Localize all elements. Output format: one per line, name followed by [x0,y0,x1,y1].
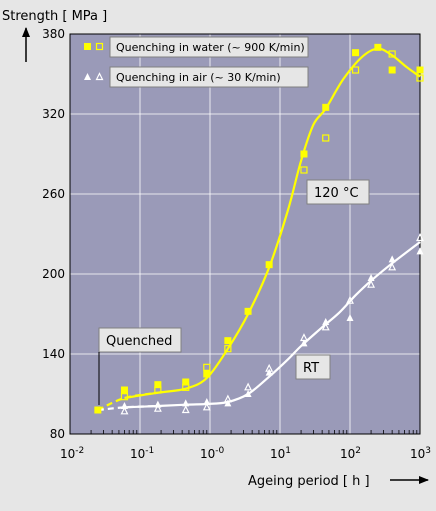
water-filled-marker [322,103,330,111]
curve-water [124,47,421,400]
air-open-marker [388,262,397,271]
air-filled-marker [388,255,396,263]
plot-background [70,34,420,434]
legend-air-open-triangle [95,72,104,81]
water-open-marker [203,363,211,371]
air-filled-marker [244,390,252,397]
legend-entry-water: Quenching in water (~ 900 K/min) [84,36,309,58]
air-open-marker [346,295,354,304]
water-filled-marker [388,66,396,74]
series-markers [94,43,424,415]
y-tick-label: 80 [50,427,65,441]
air-filled-marker [367,274,375,281]
annotation-quenched: Quenched [98,327,182,405]
x-tick-label: 10-2 [60,446,84,461]
legend-water-box [109,36,309,58]
air-open-marker [367,279,376,288]
air-filled-marker [300,339,308,347]
x-axis-label: Ageing period [ h ] [248,474,370,489]
air-open-marker [299,333,308,342]
legend-air-box [109,66,309,88]
water-open-marker [322,134,330,142]
water-filled-marker [154,381,162,389]
air-open-marker [153,403,162,412]
quenched-marker [94,406,102,414]
curve-air [124,241,421,409]
water-open-marker [300,166,308,174]
series-curves [97,47,421,412]
y-tick-label: 200 [42,267,65,281]
annotation-120c: 120 °C [306,179,370,205]
water-filled-marker [120,386,128,394]
x-tick-label: 10-0 [200,446,225,461]
water-filled-marker [374,43,382,51]
legend-water-filled-square [84,43,91,50]
water-open-marker [120,393,129,401]
annotation-rt-label: RT [303,361,319,376]
air-filled-marker [265,368,273,376]
legend: Quenching in water (~ 900 K/min) Quenchi… [84,36,309,88]
water-open-marker [416,74,424,82]
air-filled-marker [182,399,190,407]
air-filled-marker [416,247,424,255]
annotation-quenched-box [98,327,182,353]
air-filled-marker [346,314,354,321]
legend-air-filled-triangle [84,73,91,80]
water-open-marker [154,386,162,394]
annotation-120c-label: 120 °C [314,186,359,201]
water-filled-marker [182,378,190,386]
y-axis-label: Strength [ MPa ] [2,9,107,24]
water-filled-marker [244,307,252,315]
y-tick-label: 260 [42,187,65,201]
water-filled-marker [203,370,211,378]
water-filled-marker [265,261,273,269]
y-tick-label: 140 [42,347,65,361]
air-filled-marker [203,398,211,405]
annotation-120c-box [306,179,370,205]
y-axis: 80 140 200 260 320 380 [42,27,65,441]
x-tick-label: 101 [270,446,291,461]
legend-water-label: Quenching in water (~ 900 K/min) [116,41,305,54]
air-open-marker [244,382,253,391]
legend-entry-air: Quenching in air (~ 30 K/min) [84,66,309,88]
x-tick-label: 10-1 [130,446,154,461]
air-open-marker [265,363,274,372]
water-filled-marker [224,337,232,345]
water-open-marker [351,66,360,74]
x-axis: 10-2 10-1 10-0 101 102 103 [60,430,431,461]
air-open-marker [202,402,211,411]
air-open-marker [416,233,424,242]
y-tick-label: 320 [42,107,65,121]
air-open-marker [321,322,330,331]
air-filled-marker [120,402,128,409]
air-filled-marker [322,318,330,325]
water-filled-marker [300,150,308,158]
water-open-marker [224,345,232,353]
x-tick-label: 102 [340,446,361,461]
water-open-marker [388,50,396,58]
annotation-rt-box [295,354,331,380]
water-filled-marker [416,66,424,74]
air-open-marker [120,406,129,415]
air-open-marker [181,405,190,414]
water-open-marker [182,383,190,391]
water-filled-marker [352,49,360,57]
x-tick-label: 103 [410,446,431,461]
air-open-marker [223,394,232,403]
air-filled-marker [224,399,232,407]
legend-air-label: Quenching in air (~ 30 K/min) [116,71,281,84]
annotation-rt: RT [295,354,331,380]
y-tick-label: 380 [42,27,65,41]
annotation-quenched-label: Quenched [106,334,172,349]
legend-water-open-square [95,42,104,51]
